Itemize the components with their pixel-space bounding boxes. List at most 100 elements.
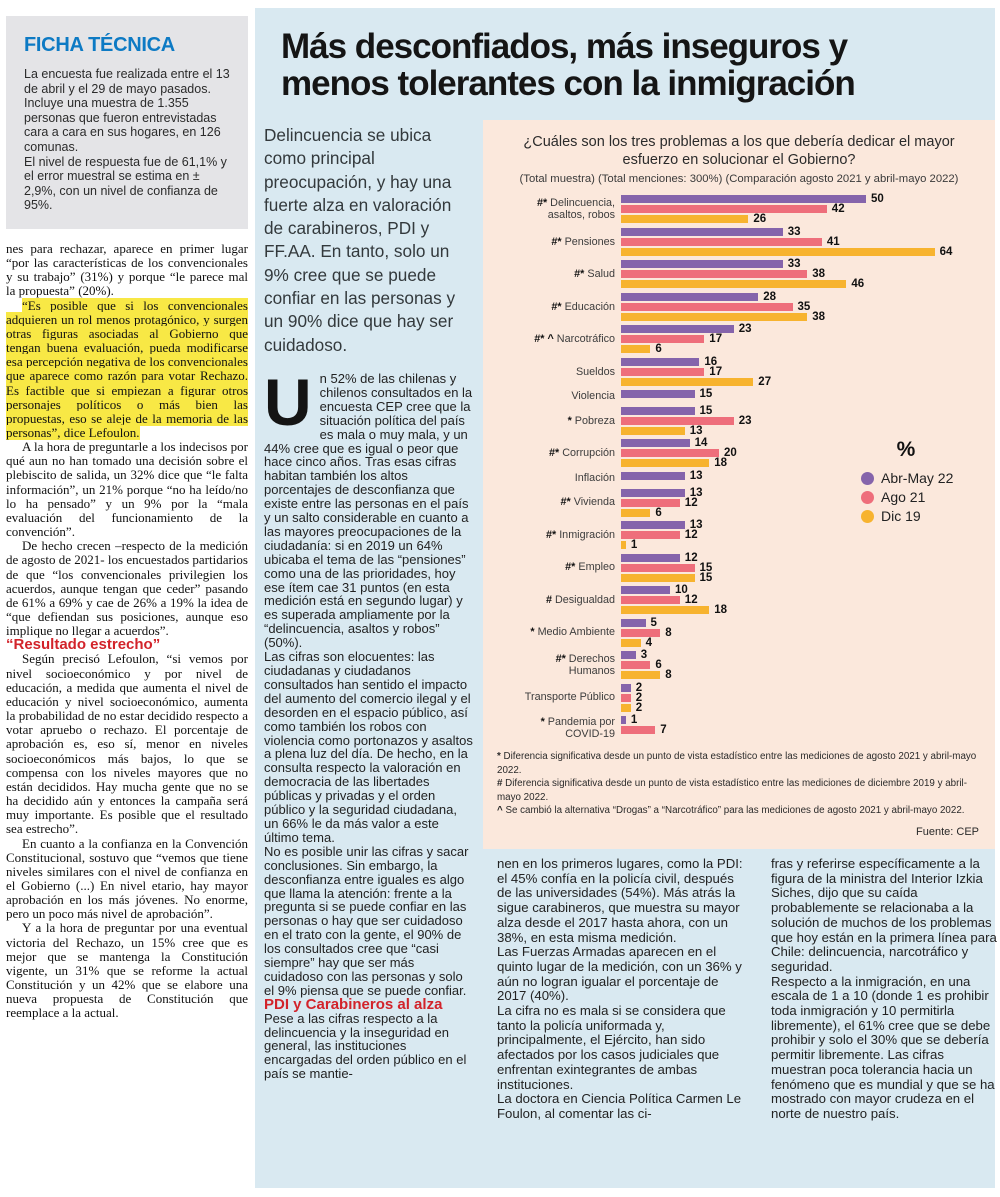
bar-value: 12 — [684, 594, 698, 607]
category-label-text: Vivienda — [573, 496, 615, 509]
category-label-text: Empleo — [578, 561, 615, 574]
bar-line: 38 — [621, 268, 864, 280]
bar-value: 41 — [826, 235, 840, 248]
bar-line: 23 — [621, 323, 751, 335]
category-bars: 13 — [621, 470, 702, 484]
bar-ago-21 — [621, 726, 656, 735]
legend-dot-dic-19 — [861, 509, 874, 523]
category-label-text: Corrupción — [562, 447, 615, 460]
bar-line: 64 — [621, 246, 952, 258]
category-label: #* Educación — [497, 301, 615, 313]
bar-line: 41 — [621, 235, 952, 248]
bar-ago-21 — [621, 596, 680, 605]
footnote-marker: * — [497, 751, 504, 763]
bar-ago-21 — [621, 661, 651, 670]
bar-line: 8 — [621, 669, 672, 681]
bar-value: 6 — [655, 659, 662, 672]
footnote-text: Diferencia significativa desde un punto … — [497, 751, 977, 776]
bar-dic-19 — [621, 280, 847, 289]
category-bars: 15 23 13 — [621, 404, 752, 437]
chart-row: #* Derechos Humanos 3 6 8 — [497, 649, 995, 681]
ficha-tecnica-title: FICHA TÉCNICA — [24, 34, 175, 56]
category-marker: #* — [551, 300, 565, 313]
body-paragraph: La cifra no es mala si se considera que … — [497, 1003, 726, 1092]
footnote-marker: # — [497, 778, 506, 790]
bar-value: 12 — [684, 529, 698, 542]
bar-ago-21 — [621, 302, 793, 311]
legend-unit-label: % — [896, 438, 916, 461]
bar-line: 26 — [621, 213, 884, 225]
bar-value: 20 — [724, 447, 737, 460]
bar-line: 27 — [621, 376, 771, 388]
ficha-tecnica-body: La encuesta fue realizada entre el 13 de… — [24, 67, 230, 213]
chart-row: * Pobreza 15 23 13 — [497, 404, 995, 437]
bar-value: 7 — [660, 724, 667, 737]
bar-dic-19 — [621, 215, 749, 224]
bar-abr-may-22 — [621, 292, 759, 301]
legend-label: Abr-May 22 — [881, 470, 954, 486]
bar-value: 1 — [630, 539, 638, 552]
bar-value: 15 — [699, 388, 713, 401]
bar-ago-21 — [621, 563, 695, 572]
category-bars: 13 12 1 — [621, 519, 702, 552]
bar-ago-21 — [621, 237, 822, 246]
bar-value: 18 — [714, 604, 727, 617]
chart-row: Transporte Público 2 2 2 — [497, 681, 995, 714]
bar-value: 33 — [787, 225, 801, 238]
category-label-text: Transporte Público — [524, 691, 615, 704]
bar-abr-may-22 — [621, 683, 631, 692]
category-marker: * — [567, 414, 575, 427]
highlight-quote: “Es posible que si los convencionales ad… — [6, 297, 248, 440]
bar-abr-may-22 — [621, 471, 685, 480]
bar-line: 17 — [621, 333, 751, 345]
category-label-text: Pensiones — [564, 235, 615, 248]
bar-line: 15 — [621, 388, 713, 401]
bar-value: 23 — [738, 414, 752, 427]
category-label: #* Corrupción — [497, 447, 615, 459]
category-bars: 28 35 38 — [621, 291, 825, 323]
bar-line: 16 — [621, 356, 771, 368]
bar-value: 6 — [655, 343, 662, 356]
chart-panel: ¿Cuáles son los tres problemas a los que… — [483, 120, 995, 849]
chart-row: # Desigualdad 10 12 18 — [497, 584, 995, 617]
bar-line: 1 — [621, 539, 702, 552]
bar-line: 13 — [621, 425, 751, 437]
article-paragraph: A la hora de preguntarle a los indecisos… — [6, 439, 248, 540]
feature-intro-column: Delincuencia se ubica como principal pre… — [264, 124, 474, 1081]
bar-value: 2 — [635, 681, 643, 694]
body-paragraph-text: n 52% de las chilenas y chilenos consult… — [264, 370, 473, 651]
category-label-text: Derechos Humanos — [568, 652, 615, 678]
category-bars: 14 20 18 — [621, 437, 737, 469]
category-label: Sueldos — [497, 366, 615, 378]
bar-abr-may-22 — [621, 390, 695, 399]
category-bars: 10 12 18 — [621, 584, 727, 617]
category-label-text: Desigualdad — [554, 593, 615, 606]
body-paragraph: La doctora en Ciencia Política Carmen Le… — [497, 1091, 742, 1121]
footnote-marker: ^ — [497, 805, 506, 817]
bar-dic-19 — [621, 606, 710, 615]
headline: Más desconfiados, más inseguros y menos … — [281, 27, 856, 103]
bar-ago-21 — [621, 205, 827, 214]
bar-value: 17 — [709, 365, 723, 378]
bar-value: 50 — [871, 193, 884, 206]
bar-abr-may-22 — [621, 553, 680, 562]
bar-value: 15 — [699, 404, 713, 417]
bar-abr-may-22 — [621, 406, 695, 415]
category-label-text: Delincuencia, asaltos, robos — [547, 197, 615, 222]
body-paragraph: Las cifras son elocuentes: las ciudadana… — [264, 649, 473, 845]
category-bars: 12 15 15 — [621, 552, 712, 584]
bar-abr-may-22 — [621, 357, 700, 366]
bar-value: 46 — [851, 278, 865, 291]
bar-line: 12 — [621, 594, 727, 607]
category-label-text: Inmigración — [559, 528, 615, 541]
category-label-text: Violencia — [571, 390, 615, 403]
bar-ago-21 — [621, 693, 631, 702]
category-label: #* Pensiones — [497, 236, 615, 248]
category-label-text: Medio Ambiente — [537, 626, 615, 639]
article-paragraph: nes para rechazar, aparece en primer lug… — [6, 240, 248, 299]
bar-line: 15 — [621, 562, 712, 574]
category-label: Transporte Público — [497, 691, 615, 703]
